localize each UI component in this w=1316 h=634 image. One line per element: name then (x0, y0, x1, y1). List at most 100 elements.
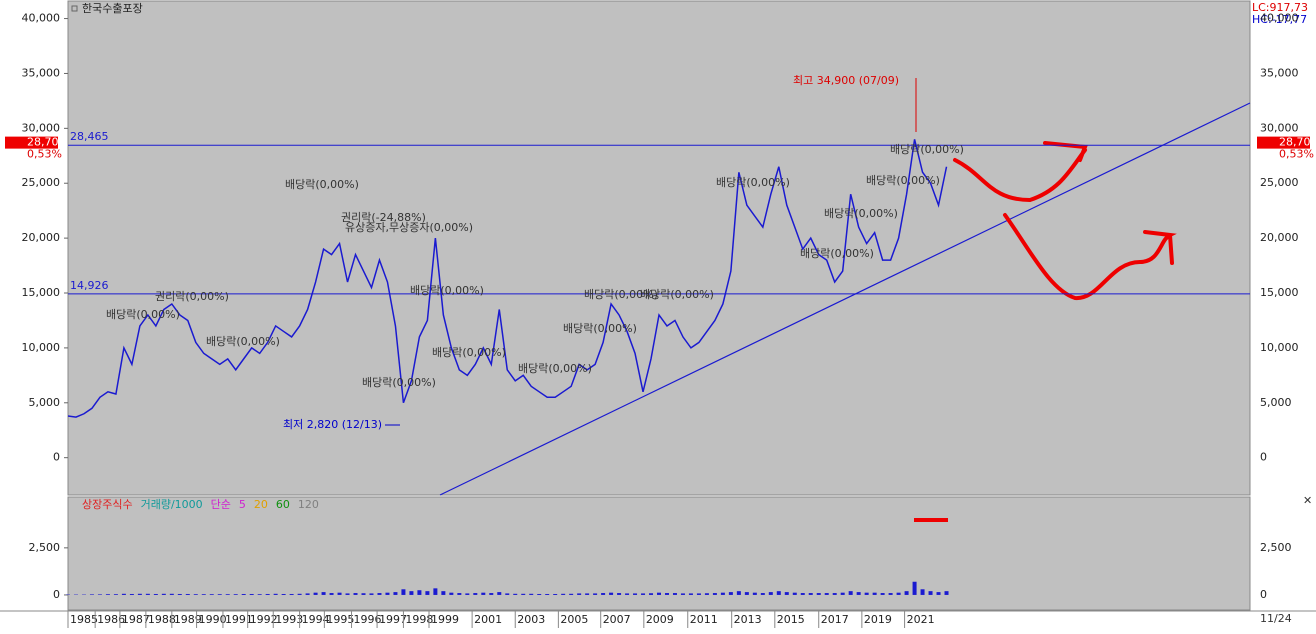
volume-bar (178, 594, 182, 595)
volume-bar (769, 592, 773, 595)
close-icon[interactable]: ✕ (1303, 494, 1312, 507)
event-label: 배당락(0,00%) (362, 376, 436, 389)
volume-bar (441, 591, 445, 595)
event-label: 배당락(0,00%) (716, 176, 790, 189)
chart-title: 한국수출포장 (82, 2, 143, 15)
y-tick-label: 0 (1260, 588, 1267, 601)
volume-bar (529, 594, 533, 595)
volume-bar (825, 593, 829, 595)
x-tick-label: 2013 (734, 613, 762, 626)
volume-bar (298, 594, 302, 595)
legend-entry: 거래량/1000 (141, 498, 203, 511)
volume-bar (721, 593, 725, 595)
volume-bar (921, 589, 925, 595)
volume-bar (377, 593, 381, 595)
event-label: 유상증자,무상증자(0,00%) (345, 221, 473, 234)
high-label: 최고 34,900 (07/09) (793, 74, 899, 87)
volume-bar (801, 593, 805, 595)
volume-bar (689, 593, 693, 595)
volume-bar (226, 594, 230, 595)
y-tick-label: 15,000 (1260, 286, 1299, 299)
volume-bar (433, 588, 437, 595)
volume-bar (497, 592, 501, 595)
legend-entry: 60 (276, 498, 290, 511)
volume-bar (681, 593, 685, 595)
y-tick-label: 30,000 (22, 121, 61, 134)
x-tick-label: 1993 (275, 613, 303, 626)
volume-bar (146, 594, 150, 595)
volume-bar (186, 594, 190, 595)
volume-bar (250, 594, 254, 595)
y-tick-label: 20,000 (22, 231, 61, 244)
y-tick-label: 15,000 (22, 286, 61, 299)
volume-bar (905, 591, 909, 595)
volume-bar (346, 593, 350, 595)
volume-bar (793, 593, 797, 595)
volume-bar (705, 593, 709, 595)
y-tick-label: 10,000 (22, 341, 61, 354)
volume-bar (218, 594, 222, 595)
volume-bar (753, 593, 757, 595)
volume-bar (913, 582, 917, 595)
event-label: 배당락(0,00%) (800, 247, 874, 260)
x-tick-label: 2019 (864, 613, 892, 626)
volume-bar (945, 591, 949, 595)
date-label: 11/24 (1260, 612, 1292, 625)
x-tick-label: 2017 (821, 613, 849, 626)
volume-bar (130, 594, 134, 595)
volume-bar (833, 593, 837, 595)
volume-bar (322, 592, 326, 595)
volume-bar (841, 593, 845, 595)
volume-bar (106, 594, 110, 595)
y-tick-label: 30,000 (1260, 121, 1299, 134)
volume-bar (697, 593, 701, 595)
volume-bar (761, 593, 765, 595)
volume-bar (401, 589, 405, 595)
event-label: 배당락(0,00%) (640, 288, 714, 301)
event-label: 배당락(0,00%) (563, 322, 637, 335)
volume-bar (617, 593, 621, 595)
volume-bar (330, 593, 334, 595)
volume-bar (889, 593, 893, 595)
volume-bar (513, 594, 517, 595)
y-tick-label: 0 (1260, 451, 1267, 464)
event-label: 배당락(0,00%) (866, 174, 940, 187)
h-line-label: 14,926 (70, 279, 109, 292)
volume-bar (465, 593, 469, 595)
volume-bar (897, 593, 901, 595)
volume-bar (929, 591, 933, 595)
volume-bar (609, 593, 613, 595)
volume-bar (114, 594, 118, 595)
volume-bar (449, 593, 453, 595)
volume-bar (425, 591, 429, 595)
volume-bar (665, 593, 669, 595)
volume-bar (649, 593, 653, 595)
volume-bar (266, 594, 270, 595)
volume-bar (489, 593, 493, 595)
volume-bar (537, 594, 541, 595)
volume-bar (473, 593, 477, 595)
x-tick-label: 2011 (690, 613, 718, 626)
y-tick-label: 25,000 (1260, 176, 1299, 189)
volume-bar (138, 594, 142, 595)
x-tick-label: 1995 (326, 613, 354, 626)
x-tick-label: 2009 (646, 613, 674, 626)
x-tick-label: 2003 (517, 613, 545, 626)
volume-bar (553, 594, 557, 595)
y-tick-label: 5,000 (29, 396, 61, 409)
volume-bar (849, 591, 853, 595)
volume-bar (569, 594, 573, 595)
h-line-label: 28,465 (70, 130, 109, 143)
x-tick-label: 2001 (474, 613, 502, 626)
volume-bar (385, 593, 389, 595)
event-label: 배당락(0,00%) (824, 207, 898, 220)
y-tick-label: 25,000 (22, 176, 61, 189)
volume-bar (274, 594, 278, 595)
volume-bar (393, 592, 397, 595)
volume-bar (937, 592, 941, 595)
event-label: 배당락(0,00%) (432, 346, 506, 359)
x-tick-label: 1990 (199, 613, 227, 626)
legend-entry: 상장주식수 (82, 498, 133, 511)
legend-entry: 120 (298, 498, 319, 511)
